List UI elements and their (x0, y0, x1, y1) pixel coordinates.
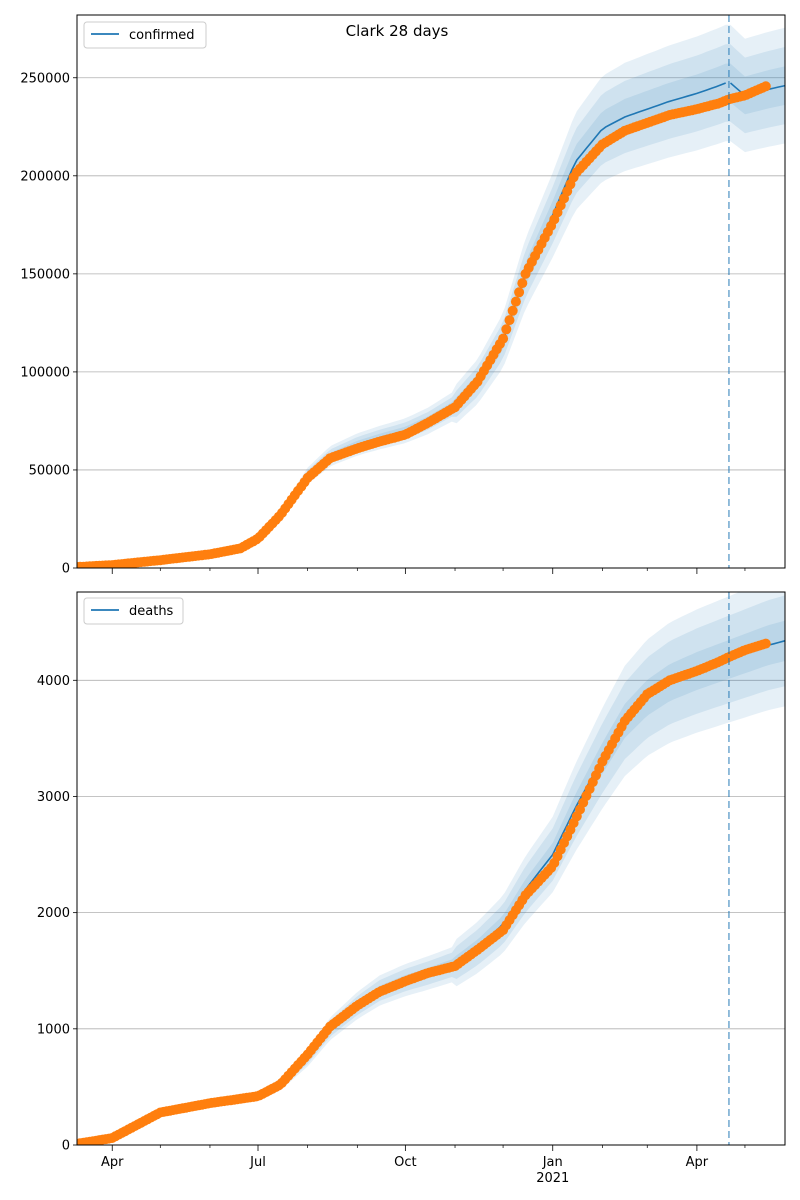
observed-point (760, 81, 771, 92)
confidence-band (77, 44, 785, 567)
legend-label: deaths (129, 604, 174, 619)
legend: confirmed (83, 21, 207, 49)
y-tick-label: 100000 (20, 365, 70, 380)
legend: deaths (83, 597, 184, 625)
x-tick-label: Apr (686, 1155, 709, 1170)
observed-point (498, 333, 509, 344)
y-tick-label: 2000 (37, 906, 70, 921)
y-tick-label: 1000 (37, 1022, 70, 1037)
y-tick-label: 3000 (37, 790, 70, 805)
x-tick-label: Jul (249, 1155, 266, 1170)
y-tick-label: 200000 (20, 169, 70, 184)
observed-point (504, 315, 515, 326)
y-tick-label: 0 (62, 1139, 70, 1154)
legend-label: confirmed (129, 28, 195, 43)
plot-frame (76, 14, 786, 569)
y-tick-label: 250000 (20, 71, 70, 86)
x-tick-label: Oct (394, 1155, 416, 1170)
observed-point (517, 278, 528, 289)
y-tick-label: 50000 (29, 463, 70, 478)
y-tick-label: 0 (62, 562, 70, 577)
observed-point (514, 287, 525, 298)
y-tick-label: 150000 (20, 267, 70, 282)
confidence-band (77, 595, 785, 1144)
x-tick-label: Apr (101, 1155, 124, 1170)
confidence-band (77, 24, 785, 567)
chart-title: Clark 28 days (346, 22, 449, 40)
legend-box (83, 21, 207, 49)
observed-point (510, 296, 521, 307)
confidence-band (77, 592, 785, 1144)
x-tick-label: Jan (542, 1155, 563, 1170)
observed-point (507, 305, 518, 316)
y-tick-label: 4000 (37, 674, 70, 689)
legend-box (83, 597, 184, 625)
observed-point (760, 638, 771, 649)
plot-frame (76, 591, 786, 1146)
confirmed-panel: 0 50000 100000 150000 200000 250000 confirmed… (20, 14, 786, 577)
x-tick-year-label: 2021 (536, 1171, 569, 1186)
observed-point (501, 324, 512, 335)
